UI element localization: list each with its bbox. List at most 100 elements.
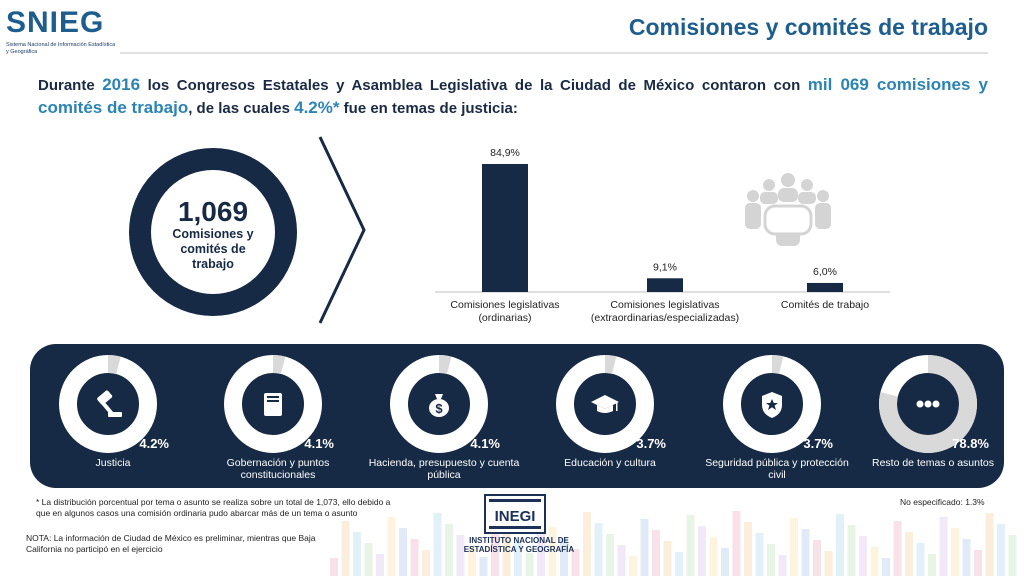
category-label: Comités de trabajo — [781, 299, 869, 311]
decorative-bar — [732, 511, 741, 576]
topic-label: Hacienda, presupuesto y cuenta pública — [368, 457, 520, 481]
decorative-bar — [491, 520, 499, 576]
intro-year: 2016 — [102, 75, 141, 94]
decorative-bar — [951, 528, 959, 576]
decorative-bar — [525, 553, 534, 576]
decorative-bar — [767, 544, 775, 576]
decorative-bar — [410, 539, 419, 576]
topic-donut — [723, 355, 821, 453]
topic-card: 78.8% Resto de temas o asuntos — [853, 354, 1013, 484]
decorative-bar — [755, 533, 764, 576]
topic-percent: 4.1% — [470, 436, 500, 451]
decorative-bar — [974, 550, 982, 576]
intro-text: , de las cuales — [188, 100, 295, 117]
decorative-bar — [399, 528, 407, 576]
topic-donut — [59, 355, 157, 453]
decorative-bar — [663, 541, 672, 576]
decorative-bar — [721, 548, 729, 576]
decorative-bar — [376, 554, 384, 576]
graduation-cap-icon — [591, 395, 619, 413]
decorative-bar — [353, 532, 361, 576]
topic-icon-disc — [83, 379, 133, 429]
topic-donut — [390, 355, 488, 453]
police-badge-icon — [762, 392, 782, 418]
decorative-bar — [387, 517, 396, 576]
topics-band — [30, 344, 1004, 488]
decorative-bar — [813, 540, 821, 576]
category-label: Comisiones legislativas — [450, 299, 559, 311]
svg-text:$: $ — [435, 401, 443, 416]
decorative-bar — [456, 535, 465, 576]
topic-percent: 4.2% — [139, 436, 169, 451]
decorative-bar — [433, 513, 442, 576]
decorative-bar — [548, 527, 557, 576]
bar — [807, 282, 843, 292]
footnote-unspecified: No especificado: 1.3% — [900, 497, 985, 507]
ellipsis-icon — [916, 400, 940, 408]
decorative-bar — [571, 549, 580, 576]
decorative-bar — [893, 521, 902, 576]
topic-donut — [224, 355, 322, 453]
summary-value: 1,069 — [177, 196, 249, 227]
snieg-logo: SNIEG Sistema Nacional de Información Es… — [6, 6, 116, 56]
decorative-bar — [801, 529, 810, 576]
category-label: Comisiones legislativas — [610, 299, 719, 311]
decorative-bar — [422, 550, 430, 576]
decorative-bar — [916, 543, 925, 576]
decorative-bar — [928, 554, 936, 576]
footnote-asterisk: * La distribución porcentual por tema o … — [36, 497, 391, 518]
decorative-bar — [514, 542, 522, 576]
intro-share: 4.2%* — [294, 98, 340, 117]
topic-card: 3.7% Educación y cultura — [530, 354, 690, 484]
decorative-bar — [939, 517, 948, 576]
topic-label: Justicia — [95, 457, 131, 469]
topic-label: Educación y cultura — [564, 457, 656, 469]
decorative-bar — [330, 558, 338, 576]
bar-value-label: 6,0% — [813, 266, 837, 278]
inegi-mark-icon: INEGI — [484, 494, 546, 534]
bar-chart: 84,9%Comisiones legislativas(ordinarias)… — [435, 147, 890, 324]
gavel-icon — [97, 390, 122, 417]
bar-value-label: 9,1% — [653, 261, 677, 273]
category-label: (ordinarias) — [478, 312, 531, 324]
decorative-bar — [341, 521, 350, 576]
decorative-bar — [709, 537, 718, 576]
title-divider — [120, 52, 988, 54]
topic-label: Seguridad pública y protección civil — [705, 457, 849, 481]
topic-icon-disc — [580, 379, 630, 429]
decorative-bar — [583, 512, 591, 576]
decorative-bar — [778, 555, 787, 576]
intro-total: mil 069 comisiones y comités de trabajo — [38, 75, 988, 117]
meeting-people-icon — [745, 173, 831, 246]
decorative-bar — [560, 538, 568, 576]
decorative-bar — [836, 514, 844, 576]
decorative-bar — [479, 557, 488, 576]
decorative-bar — [675, 552, 683, 576]
decorative-bar — [859, 536, 867, 576]
decorative-bar — [594, 523, 603, 576]
decorative-bar — [606, 534, 614, 576]
decorative-bar — [905, 532, 913, 576]
bar-value-label: 84,9% — [490, 147, 520, 159]
decorative-bar — [882, 558, 890, 576]
decorative-bar — [652, 530, 660, 576]
intro-text: fue en temas de justicia: — [339, 100, 518, 117]
decorative-bar — [364, 543, 373, 576]
logo-subtitle: Sistema Nacional de Información Estadíst… — [6, 42, 116, 55]
decorative-bar — [502, 531, 511, 576]
topic-donut — [556, 355, 654, 453]
topic-card: 3.7% Seguridad pública y protección civil — [697, 354, 857, 484]
topic-icon-disc — [747, 379, 797, 429]
decorative-bar — [997, 524, 1005, 576]
money-bag-icon: $ — [429, 394, 449, 417]
topic-icon-disc — [248, 379, 298, 429]
decorative-bar — [617, 545, 626, 576]
decorative-bar — [744, 522, 752, 576]
topic-card: 4.2% Justicia — [33, 354, 193, 484]
topic-percent: 4.1% — [304, 436, 334, 451]
inegi-name: INSTITUTO NACIONAL DE ESTADÍSTICA Y GEOG… — [463, 536, 575, 554]
decorative-bar — [640, 519, 649, 576]
decorative-bar — [790, 518, 798, 576]
topic-label: Gobernación y puntos constitucionales — [226, 457, 330, 481]
